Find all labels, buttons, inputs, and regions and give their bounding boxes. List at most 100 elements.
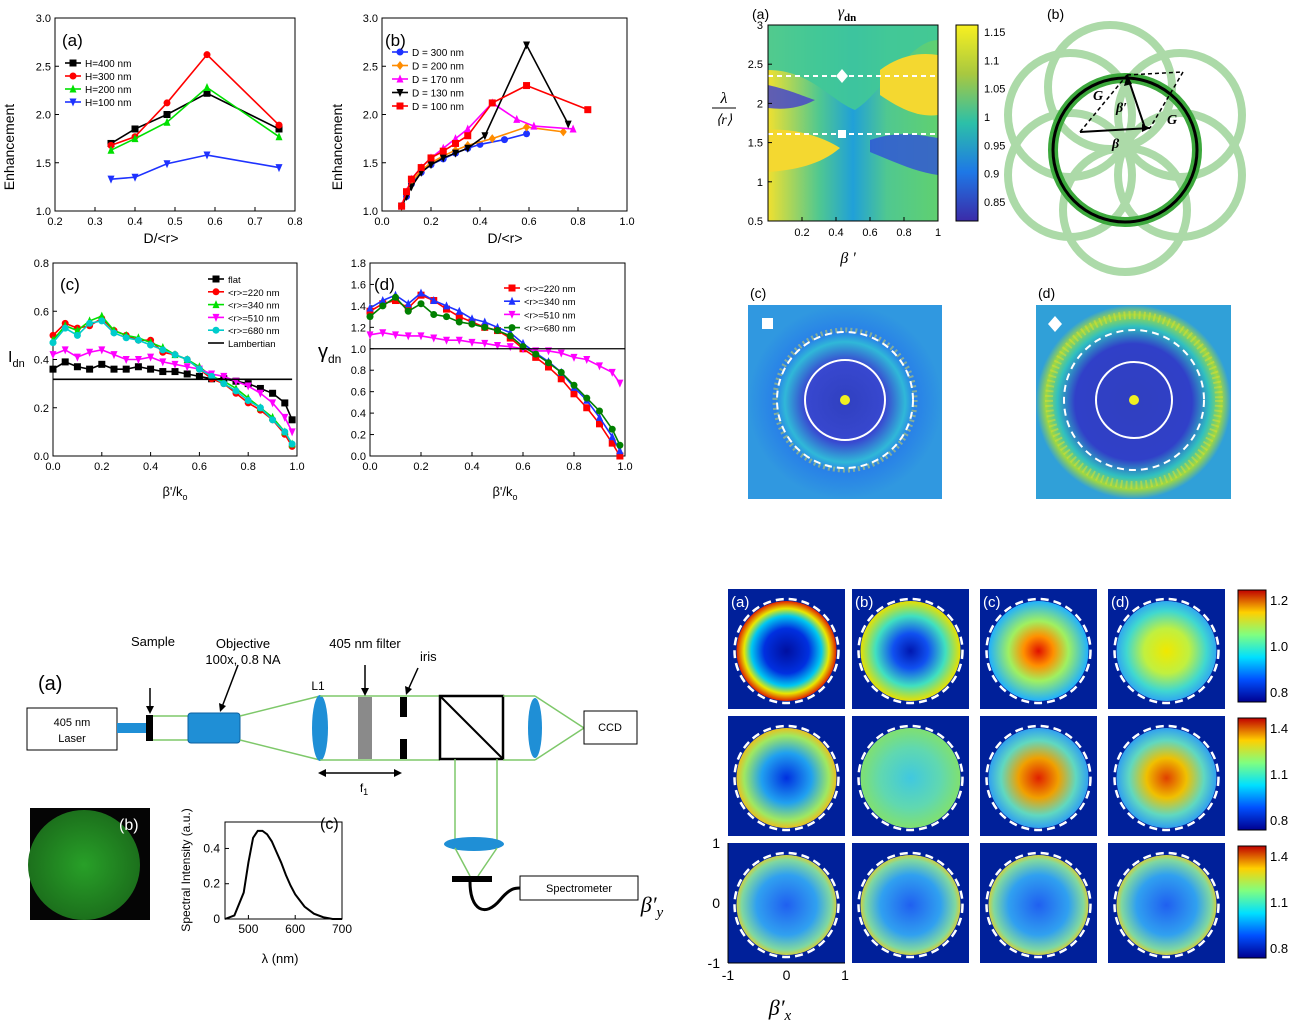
legend-marker — [396, 48, 404, 56]
legend-marker — [508, 296, 516, 305]
data-point — [417, 288, 425, 297]
series-line-1 — [52, 317, 293, 447]
data-point — [147, 365, 155, 373]
data-point — [159, 358, 167, 367]
map-cell-disk — [1116, 855, 1217, 955]
y-tick-label: 0.2 — [351, 430, 366, 442]
map-x-tick-label: 0.8 — [896, 227, 911, 239]
grid-label-c: (c) — [983, 594, 1001, 611]
series-line-1 — [369, 292, 621, 452]
y-tick-label: 2.0 — [36, 110, 51, 122]
y-tick-label: 2.5 — [36, 61, 51, 73]
data-point — [523, 82, 531, 90]
data-point — [61, 324, 69, 332]
data-point — [122, 356, 130, 364]
data-point — [455, 318, 463, 326]
data-point — [608, 425, 616, 433]
legend-marker — [396, 74, 404, 83]
spectrum-y-label: Spectral Intensity (a.u.) — [179, 808, 193, 931]
grid-colorbar-label: 1.2 — [1270, 593, 1288, 608]
data-point — [523, 122, 531, 132]
data-point — [61, 358, 69, 366]
grid-y-label: β′y — [640, 892, 664, 921]
data-point — [570, 353, 578, 362]
data-point — [596, 412, 603, 421]
spectrum-y-tick-label: 0.2 — [203, 877, 220, 891]
data-point — [73, 326, 81, 335]
data-point — [404, 332, 412, 341]
data-point — [288, 428, 296, 437]
plot-enhancement-vs-height: 0.2 0.3 0.4 0.5 0.6 0.7 0.8 1.0 1.5 2.0 2.5 3.0 H=40… — [36, 13, 303, 228]
data-point — [443, 301, 450, 310]
map-cell-boundary — [1113, 597, 1220, 705]
map-cell-boundary — [985, 724, 1092, 832]
data-point — [134, 363, 142, 371]
x-tick-label: 0.0 — [374, 216, 389, 228]
y-tick-label: 1.4 — [351, 301, 366, 313]
data-point — [107, 141, 115, 149]
data-point — [417, 300, 425, 308]
grid-label-b: (b) — [855, 594, 873, 611]
data-point — [98, 317, 106, 325]
data-point — [404, 307, 412, 315]
laser-box — [26, 707, 118, 751]
grid-colorbar-label: 0.8 — [1270, 941, 1288, 956]
map-colorbar-label: 0.85 — [984, 197, 1005, 209]
map-y-tick-label: 3 — [757, 20, 763, 32]
ring-label-beta-prime: β′ — [1115, 101, 1127, 116]
x-tick-label: 0.8 — [287, 216, 302, 228]
data-point — [417, 164, 425, 172]
data-point — [244, 382, 252, 391]
grid-x-label: β′x — [768, 995, 792, 1023]
data-point — [147, 353, 155, 362]
grid-colorbar-label: 1.0 — [1270, 639, 1288, 654]
spectrum-y-tick-label: 0 — [213, 912, 220, 926]
ring-label-beta: β — [1111, 137, 1120, 152]
data-point — [379, 296, 387, 305]
data-point — [523, 130, 531, 138]
spectrum-x-label: λ (nm) — [262, 951, 299, 966]
map-cell-disk — [860, 601, 961, 701]
data-point — [73, 353, 81, 362]
x-tick-label: 0.2 — [47, 216, 62, 228]
objective-label-1: Objective — [216, 636, 270, 651]
panel-label: (d) — [374, 275, 395, 294]
legend-marker — [69, 98, 77, 107]
y-axis-title-c: Idn — [8, 349, 25, 370]
map-y-tick-label: 1.5 — [748, 138, 763, 150]
map-colorbar-label: 1 — [984, 112, 990, 124]
data-point — [481, 339, 489, 348]
data-point — [557, 375, 565, 383]
x-tick-label: 0.0 — [45, 461, 60, 473]
data-point — [98, 346, 106, 355]
data-point — [494, 342, 501, 351]
x-tick-label: 0.6 — [515, 461, 530, 473]
data-point — [430, 296, 438, 305]
data-point — [366, 313, 374, 321]
data-point — [452, 139, 459, 147]
data-point — [506, 343, 514, 352]
map-cell-boundary — [857, 597, 964, 705]
x-tick-label: 0.6 — [207, 216, 222, 228]
y-tick-label: 2.0 — [363, 110, 378, 122]
grid-colorbar-label: 1.1 — [1270, 767, 1288, 782]
data-point — [468, 338, 476, 347]
grid-colorbar — [1237, 589, 1267, 703]
map-cell-boundary — [985, 597, 1092, 705]
x-tick-label: 0.8 — [241, 461, 256, 473]
panel-label-map-a: (a) — [752, 6, 769, 22]
data-point — [159, 368, 167, 376]
data-point — [288, 440, 296, 448]
heatmap-colorbar — [955, 24, 979, 222]
data-point — [379, 329, 387, 338]
data-point — [430, 310, 438, 318]
legend-label: <r>=680 nm — [524, 324, 576, 335]
data-point — [147, 341, 155, 349]
data-point — [183, 356, 191, 363]
data-point — [256, 404, 264, 412]
data-point — [159, 346, 167, 354]
filter-label: 405 nm filter — [329, 636, 401, 651]
map-cell-boundary — [985, 851, 1092, 959]
lens-L1 — [312, 695, 328, 761]
data-point — [443, 313, 450, 321]
